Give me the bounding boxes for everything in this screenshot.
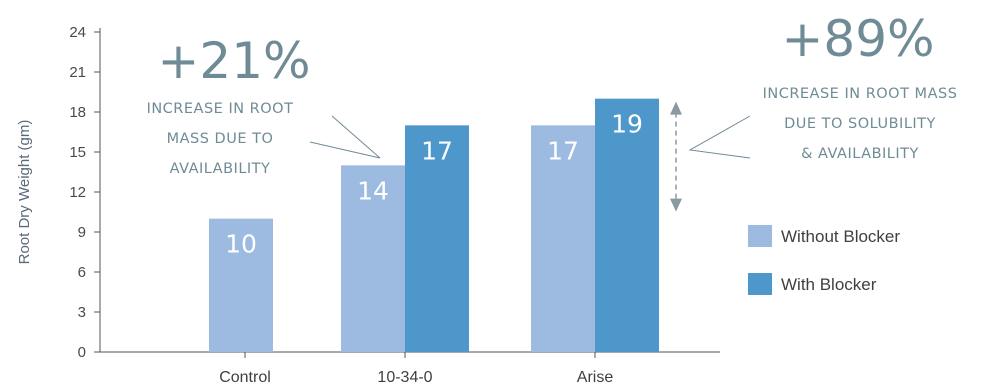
y-tick-label: 21 [69,64,86,81]
annotation-text-line: INCREASE IN ROOT [147,101,294,117]
bar-with-blocker-arise [595,98,659,353]
legend-label: With Blocker [781,275,877,294]
y-tick-label: 24 [69,24,86,41]
y-tick-label: 0 [78,344,86,361]
annotation-pointer [309,115,381,159]
legend: Without Blocker With Blocker [748,225,900,295]
annotation-text-line: & AVAILABILITY [801,146,919,162]
bar-value-label: 10 [225,230,257,259]
y-tick-label: 3 [78,304,86,321]
y-tick-label: 18 [69,104,86,121]
annotation-headline: +89% [781,10,934,68]
y-tick-label: 9 [78,224,86,241]
legend-swatch [748,225,772,247]
legend-swatch [748,273,772,295]
bar-with-blocker-10-34-0 [405,125,469,352]
bar-without-blocker-10-34-0 [341,165,405,352]
y-tick-label: 6 [78,264,86,281]
annotation-text-line: DUE TO SOLUBILITY [784,116,936,132]
bar-value-label: 17 [421,136,453,165]
bars: 10 14 17 17 19 [209,98,659,353]
bar-value-label: 19 [611,110,643,139]
annotation-text-line: AVAILABILITY [170,161,271,177]
arrow-head-down-icon [670,198,682,212]
annotation-text-line: INCREASE IN ROOT MASS [763,86,958,102]
annotation-text-line: MASS DUE TO [167,131,274,147]
annotation-pointer [688,115,751,159]
x-tick-label: 10-34-0 [377,369,432,386]
bar-value-label: 14 [357,176,389,205]
bar-without-blocker-control [209,218,273,352]
annotation-headline: +21% [157,32,310,90]
x-tick-label: Control [219,369,271,386]
arrow-head-up-icon [670,101,682,115]
x-tick-label: Arise [577,369,614,386]
axes: 0 3 6 9 12 15 18 21 24 Control 10-34-0 Arise Root Dr… [16,24,720,386]
bar-without-blocker-arise [531,125,595,352]
bar-value-label: 17 [547,136,579,165]
legend-label: Without Blocker [781,227,900,246]
y-tick-label: 12 [69,184,86,201]
annotations: +21% INCREASE IN ROOT MASS DUE TO AVAILABIL… [147,10,958,212]
y-tick-label: 15 [69,144,86,161]
y-axis-label: Root Dry Weight (gm) [16,120,33,265]
